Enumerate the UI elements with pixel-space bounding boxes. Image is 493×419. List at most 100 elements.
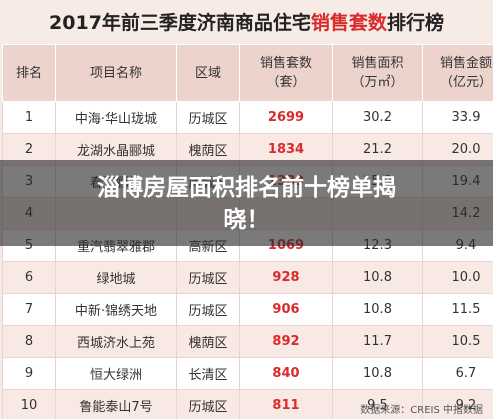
column-header: 项目名称 — [55, 44, 177, 102]
cell-text: 龙湖水晶郦城 — [76, 144, 155, 159]
cell: 928 — [239, 261, 333, 294]
cell-text: 10.8 — [363, 302, 392, 317]
cell-text: 6 — [24, 270, 34, 285]
cell: 9 — [2, 357, 56, 390]
cell-text: 2 — [24, 142, 34, 157]
cell-text: 10.8 — [363, 366, 392, 381]
title: 2017年前三季度济南商品住宅销售套数排行榜 — [0, 0, 493, 44]
cell-text: 1834 — [267, 142, 305, 157]
title-part: 排行榜 — [386, 12, 444, 34]
cell-text: 906 — [272, 302, 300, 317]
cell: 9.2 — [422, 389, 493, 419]
column-header: 排名 — [2, 44, 56, 102]
cell: 2699 — [239, 101, 333, 134]
cell-text: 811 — [272, 398, 300, 413]
cell: 历城区 — [176, 389, 240, 419]
cell: 10.8 — [332, 261, 423, 294]
header-line: 项目名称 — [89, 65, 142, 81]
header-line: （万㎡） — [351, 75, 404, 90]
title-part: 2017年前三季度济南商品住宅 — [49, 12, 311, 34]
cell: 7 — [2, 293, 56, 326]
cell-text: 928 — [272, 270, 300, 285]
cell-text: 6.7 — [455, 366, 477, 381]
cell: 11.7 — [332, 325, 423, 358]
cell-text: 槐荫区 — [188, 336, 228, 351]
cell-text: 中海·华山珑城 — [74, 112, 158, 127]
cell: 10.5 — [422, 325, 493, 358]
cell: 811 — [239, 389, 333, 419]
source: 数据来源：CREIS 中指数据 — [360, 405, 483, 416]
cell: 906 — [239, 293, 333, 326]
cell: 6 — [2, 261, 56, 294]
cell: 西城济水上苑 — [55, 325, 177, 358]
cell: 1 — [2, 101, 56, 134]
cell-text: 2699 — [267, 110, 305, 125]
cell: 历城区 — [176, 293, 240, 326]
cell-text: 历城区 — [188, 400, 228, 415]
header-line: 销售套数 — [259, 56, 312, 71]
cell: 历城区 — [176, 261, 240, 294]
cell-text: 鲁能泰山7号 — [79, 400, 153, 415]
cell-text: 840 — [272, 366, 300, 381]
cell-text: 10 — [20, 398, 38, 413]
cell-text: 10.5 — [451, 334, 481, 349]
cell-text: 历城区 — [188, 304, 228, 319]
cell-text: 30.2 — [363, 110, 392, 125]
headline: 淄博房屋面积排名前十榜单揭 — [97, 175, 396, 201]
cell: 30.2 — [332, 101, 423, 134]
cell-text: 槐荫区 — [188, 144, 228, 159]
column-header: 销售金额 （亿元） — [422, 44, 493, 102]
cell-text: 892 — [272, 334, 300, 349]
header-line: （亿元） — [439, 75, 492, 90]
cell-text: 绿地城 — [96, 272, 136, 287]
table-row: 10 鲁能泰山7号 历城区 811 9.5 9.2 — [2, 389, 493, 419]
cell-text: 8 — [24, 334, 34, 349]
cell: 恒大绿洲 — [55, 357, 177, 390]
cell-text: 33.9 — [451, 110, 481, 125]
title-highlight: 销售套数 — [310, 12, 387, 34]
cell-text: 长清区 — [188, 368, 228, 383]
table-row: 9 恒大绿洲 长清区 840 10.8 6.7 — [2, 357, 493, 390]
table-row: 7 中新·锦绣天地 历城区 906 10.8 11.5 — [2, 293, 493, 326]
cell: 鲁能泰山7号 — [55, 389, 177, 419]
cell-text: 1 — [24, 110, 34, 125]
cell: 6.7 — [422, 357, 493, 390]
cell-text: 10.0 — [451, 270, 481, 285]
cell: 长清区 — [176, 357, 240, 390]
cell-text: 中新·锦绣天地 — [74, 304, 158, 319]
cell-text: 9 — [24, 366, 34, 381]
cell: 中海·华山珑城 — [55, 101, 177, 134]
cell-text: 历城区 — [188, 272, 228, 287]
table-row: 8 西城济水上苑 槐荫区 892 11.7 10.5 — [2, 325, 493, 358]
column-header: 销售套数 （套） — [239, 44, 333, 102]
cell: 8 — [2, 325, 56, 358]
cell: 槐荫区 — [176, 325, 240, 358]
header-line: 销售金额 — [439, 56, 492, 71]
cell: 绿地城 — [55, 261, 177, 294]
cell: 840 — [239, 357, 333, 390]
cell-text: 21.2 — [363, 142, 392, 157]
cell-text: 11.5 — [451, 302, 481, 317]
cell: 10.8 — [332, 293, 423, 326]
column-header: 销售面积 （万㎡） — [332, 44, 423, 102]
cell: 中新·锦绣天地 — [55, 293, 177, 326]
cell: 10.8 — [332, 357, 423, 390]
headline: 晓！ — [223, 207, 270, 233]
header-line: 销售面积 — [351, 56, 404, 71]
cell: 历城区 — [176, 101, 240, 134]
header-line: （套） — [266, 75, 306, 90]
table-row: 6 绿地城 历城区 928 10.8 10.0 — [2, 261, 493, 294]
cell-text: 10.8 — [363, 270, 392, 285]
overlay-banner: 淄博房屋面积排名前十榜单揭 晓！ — [0, 160, 493, 246]
table-row: 1 中海·华山珑城 历城区 2699 30.2 33.9 — [2, 101, 493, 134]
header-line: 排名 — [15, 65, 42, 81]
cell: 10.0 — [422, 261, 493, 294]
cell-text: 恒大绿洲 — [89, 368, 142, 383]
header-line: 区域 — [194, 65, 221, 81]
cell-text: 20.0 — [451, 142, 481, 157]
cell-text: 11.7 — [363, 334, 392, 349]
cell-text: 7 — [24, 302, 34, 317]
cell: 33.9 — [422, 101, 493, 134]
cell-text: 9.5 — [367, 398, 388, 413]
